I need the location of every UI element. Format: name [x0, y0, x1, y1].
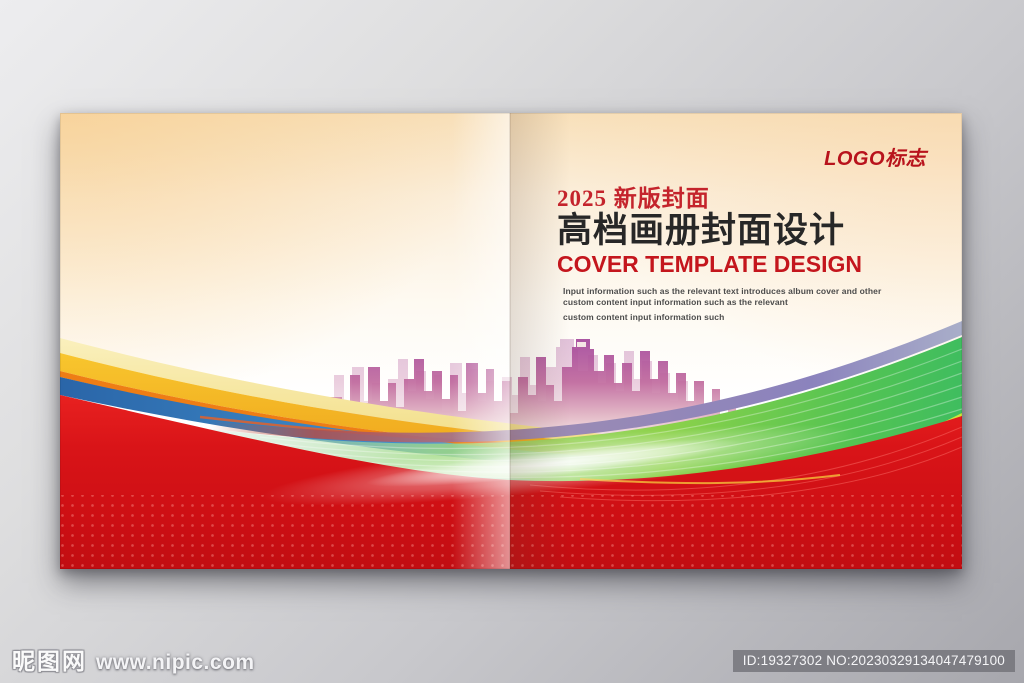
- logo-placeholder-text: LOGO标志: [824, 148, 926, 170]
- intro-text: Input information such as the relevant t…: [557, 286, 885, 323]
- image-id-badge: ID:19327302 NO:20230329134047479100: [732, 650, 1015, 672]
- intro-paragraph-2: custom content input information such: [563, 312, 725, 322]
- center-fold: [452, 113, 570, 569]
- cover-title-cn: 高档画册封面设计: [557, 211, 846, 250]
- edition-label: 2025 新版封面: [557, 186, 710, 211]
- cover-title-en: COVER TEMPLATE DESIGN: [557, 251, 862, 277]
- site-name-watermark: 昵图网: [12, 648, 87, 674]
- brochure-cover-spread: LOGO标志 2025 新版封面 高档画册封面设计 COVER TEMPLATE…: [60, 113, 962, 569]
- cover-artwork: [60, 113, 962, 569]
- site-watermark: 昵图网 www.nipic.com: [12, 642, 255, 676]
- site-url-watermark: www.nipic.com: [96, 651, 255, 674]
- intro-paragraph: Input information such as the relevant t…: [563, 286, 882, 307]
- title-block: 2025 新版封面 高档画册封面设计 COVER TEMPLATE DESIGN…: [557, 186, 917, 323]
